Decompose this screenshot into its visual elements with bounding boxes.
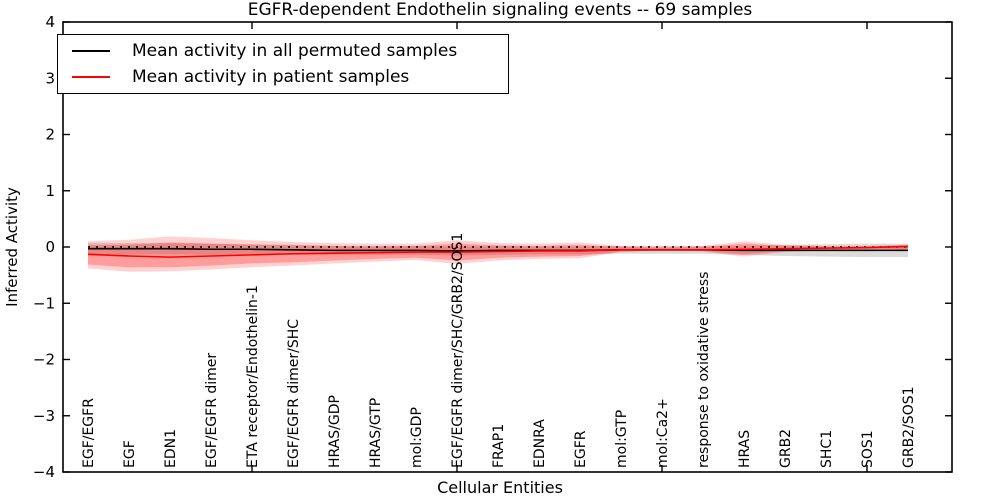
y-tick-label: −4 <box>33 463 55 481</box>
entity-label: response to oxidative stress <box>696 272 712 468</box>
entity-label: ETA receptor/Endothelin-1 <box>245 285 261 468</box>
y-tick-label: 3 <box>45 69 55 87</box>
entity-label: mol:GDP <box>409 407 425 468</box>
band-patient-samples-range-inner <box>88 242 908 268</box>
legend: Mean activity in all permuted samples Me… <box>57 34 509 94</box>
y-tick-label: 0 <box>45 238 55 256</box>
entity-label: EGFR <box>573 430 589 468</box>
legend-label-permuted: Mean activity in all permuted samples <box>132 41 458 61</box>
permuted-line-swatch <box>72 50 110 52</box>
entity-label: HRAS/GDP <box>327 395 343 468</box>
y-tick-label: 4 <box>45 13 55 31</box>
series-line-patient <box>87 245 909 258</box>
entity-label: SOS1 <box>860 430 876 468</box>
chart-title: EGFR-dependent Endothelin signaling even… <box>247 0 753 20</box>
entity-label: mol:GTP <box>614 410 630 468</box>
entity-label: EGF <box>122 440 138 468</box>
entity-label: GRB2/SOS1 <box>901 386 917 468</box>
legend-item-patient: Mean activity in patient samples <box>72 65 508 89</box>
entity-label: GRB2 <box>778 429 794 468</box>
y-tick-label: −2 <box>33 351 55 369</box>
entity-label: EDNRA <box>532 419 548 468</box>
band-patient-samples-range-outer <box>88 236 908 272</box>
y-tick-label: 2 <box>45 126 55 144</box>
y-tick-label: 1 <box>45 182 55 200</box>
entity-label: EGF/EGFR dimer/SHC <box>286 319 302 468</box>
entity-label: mol:Ca2+ <box>655 398 671 468</box>
legend-label-patient: Mean activity in patient samples <box>132 67 410 87</box>
series-line-permuted <box>88 247 908 252</box>
y-axis-label: Inferred Activity <box>3 187 21 307</box>
entity-label: SHC1 <box>819 430 835 468</box>
legend-item-permuted: Mean activity in all permuted samples <box>72 39 508 63</box>
entity-label: EGF/EGFR dimer/SHC/GRB2/SOS1 <box>450 233 466 468</box>
entity-label: HRAS <box>737 430 753 468</box>
entity-label: FRAP1 <box>491 424 507 468</box>
patient-line-swatch <box>72 76 110 78</box>
entity-label: HRAS/GTP <box>368 398 384 468</box>
x-axis-label: Cellular Entities <box>437 478 563 497</box>
y-tick-label: −1 <box>33 294 55 312</box>
entity-label: EGF/EGFR <box>81 398 97 468</box>
entity-label: EGF/EGFR dimer <box>204 353 220 468</box>
y-tick-label: −3 <box>33 407 55 425</box>
entity-label: EDN1 <box>163 429 179 468</box>
